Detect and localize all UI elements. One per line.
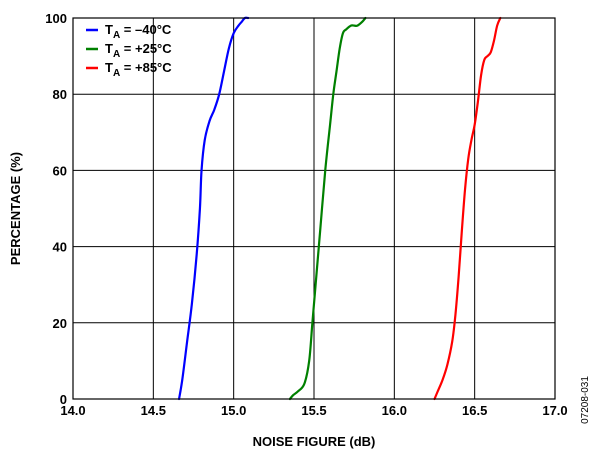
legend-label: TA = –40°C: [105, 22, 172, 41]
x-tick-label: 14.0: [60, 403, 85, 418]
series-line-plus25c: [288, 16, 367, 401]
grid-lines: [73, 18, 555, 399]
series-line-plus85c: [433, 16, 502, 401]
y-tick-label: 40: [53, 240, 67, 255]
series-line-minus40c: [177, 16, 250, 401]
y-tick-label: 20: [53, 316, 67, 331]
x-tick-label: 16.0: [382, 403, 407, 418]
legend: TA = –40°CTA = +25°CTA = +85°C: [86, 22, 172, 79]
figure-code: 07208-031: [580, 376, 591, 424]
x-axis-title: NOISE FIGURE (dB): [253, 434, 376, 449]
y-tick-label: 60: [53, 163, 67, 178]
series-curves: [177, 16, 502, 401]
plot-frame: [72, 17, 556, 400]
x-tick-label: 17.0: [542, 403, 567, 418]
y-tick-labels: 0 20 40 60 80 100: [45, 11, 67, 407]
x-tick-label: 15.0: [221, 403, 246, 418]
legend-label: TA = +25°C: [105, 41, 172, 60]
y-axis-title: PERCENTAGE (%): [8, 152, 23, 265]
x-tick-label: 15.5: [301, 403, 326, 418]
y-tick-label: 0: [60, 392, 67, 407]
y-tick-label: 100: [45, 11, 67, 26]
x-tick-labels: 14.0 14.5 15.0 15.5 16.0 16.5 17.0: [60, 403, 567, 418]
x-tick-label: 16.5: [462, 403, 487, 418]
x-tick-label: 14.5: [141, 403, 166, 418]
legend-label: TA = +85°C: [105, 60, 172, 79]
y-tick-label: 80: [53, 87, 67, 102]
